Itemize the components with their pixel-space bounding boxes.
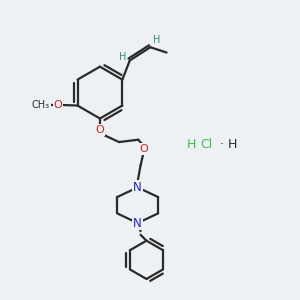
Text: O: O <box>96 125 104 135</box>
Text: H: H <box>153 35 160 45</box>
Text: O: O <box>139 144 148 154</box>
Text: Cl: Cl <box>200 138 212 151</box>
Text: O: O <box>53 100 62 110</box>
Text: H: H <box>187 138 196 151</box>
Text: N: N <box>133 217 142 230</box>
Text: N: N <box>133 181 142 194</box>
Text: · H: · H <box>216 138 238 151</box>
Text: H: H <box>119 52 126 62</box>
Text: CH₃: CH₃ <box>32 100 50 110</box>
